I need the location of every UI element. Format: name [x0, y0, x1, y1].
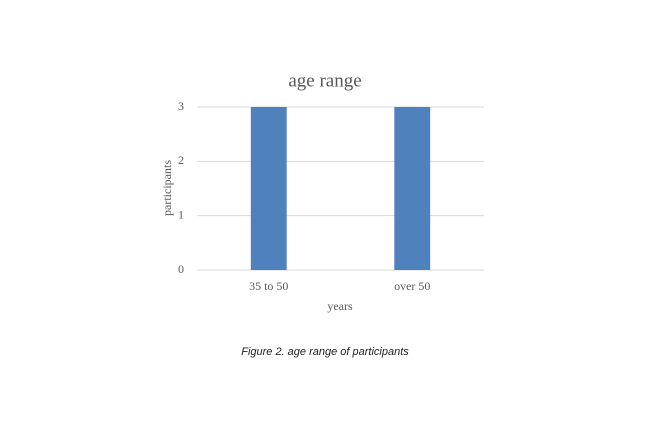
x-tick-label: 35 to 50	[249, 279, 288, 293]
x-axis-label: years	[327, 299, 353, 313]
x-tick-label: over 50	[394, 279, 430, 293]
y-tick-label: 3	[178, 99, 184, 113]
y-axis-label: participants	[160, 160, 174, 216]
bar	[250, 107, 287, 270]
y-tick-label: 2	[178, 153, 184, 167]
y-tick-label: 1	[178, 207, 184, 221]
chart-title: age range	[288, 70, 361, 91]
y-tick-label: 0	[178, 262, 184, 276]
bar	[394, 107, 431, 270]
figure-caption: Figure 2. age range of participants	[241, 346, 409, 358]
